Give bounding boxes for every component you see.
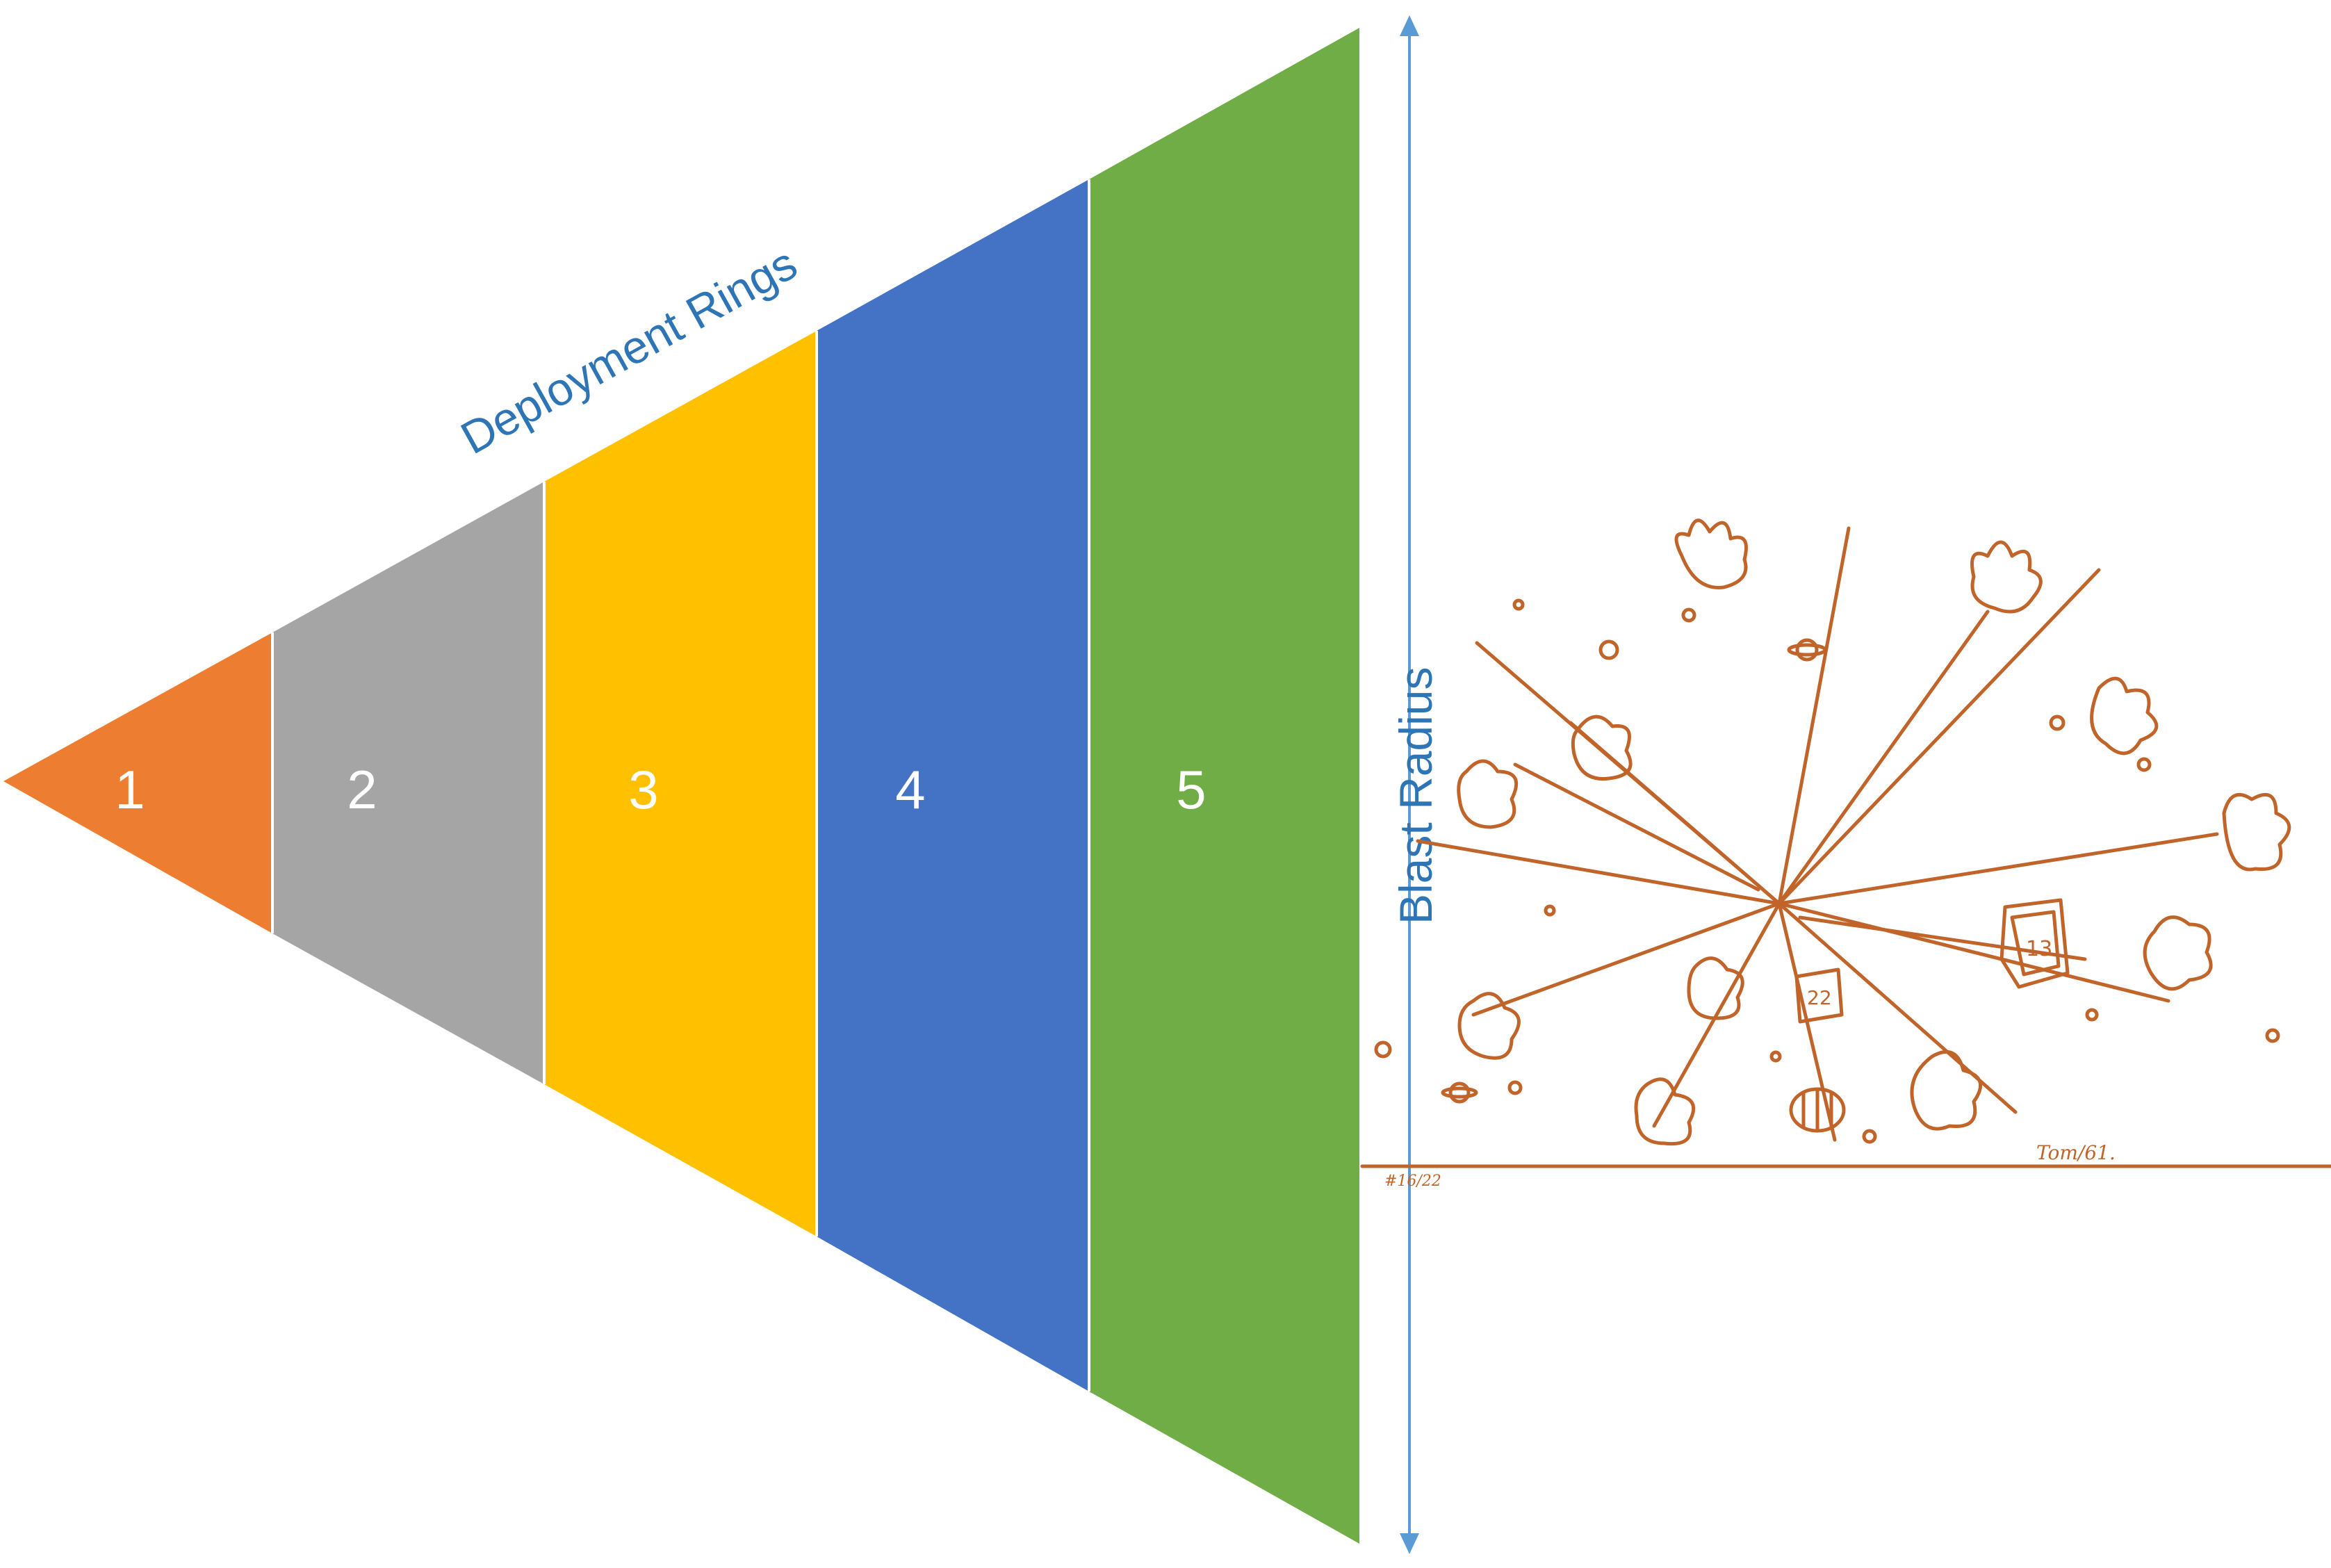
- arrow-head-down-icon: [1400, 1533, 1419, 1554]
- ring-1-segment: [3, 632, 272, 933]
- explosion-illustration: 13 22 Tom/61. #16/22: [1360, 518, 2331, 1190]
- illustration-date-mark: #16/22: [1384, 1173, 1441, 1190]
- illustration-number-22: 22: [1807, 986, 1832, 1009]
- barrel-icon: [1789, 1087, 1846, 1133]
- blast-radius-arrow: [1400, 15, 1419, 1554]
- box-22-icon: [1794, 967, 1844, 1024]
- explosion-rays: [1416, 526, 2219, 1142]
- ring-2-segment: [272, 482, 544, 1084]
- ring-3-label: 3: [628, 759, 658, 820]
- illustration-signature: Tom/61.: [2036, 1141, 2116, 1164]
- debris-dots: [1374, 598, 2280, 1144]
- ring-4-segment: [817, 179, 1089, 1391]
- ring-5-segment: [1089, 28, 1359, 1544]
- burst-hands: [1457, 518, 2291, 1146]
- ring-3-segment: [544, 331, 817, 1236]
- illustration-number-13: 13: [2026, 937, 2052, 961]
- arrow-head-up-icon: [1400, 15, 1419, 36]
- ring-2-label: 2: [347, 759, 377, 820]
- shield-13-icon: [1999, 898, 2070, 989]
- ring-1-label: 1: [115, 759, 145, 820]
- rings-group: [3, 28, 1359, 1544]
- ring-5-label: 5: [1176, 759, 1206, 820]
- ring-labels: 1 2 3 4 5: [115, 759, 1206, 820]
- blast-radius-label: Blast Radius: [1390, 667, 1441, 924]
- planet-icons: [1441, 638, 1827, 1104]
- ring-4-label: 4: [895, 759, 925, 820]
